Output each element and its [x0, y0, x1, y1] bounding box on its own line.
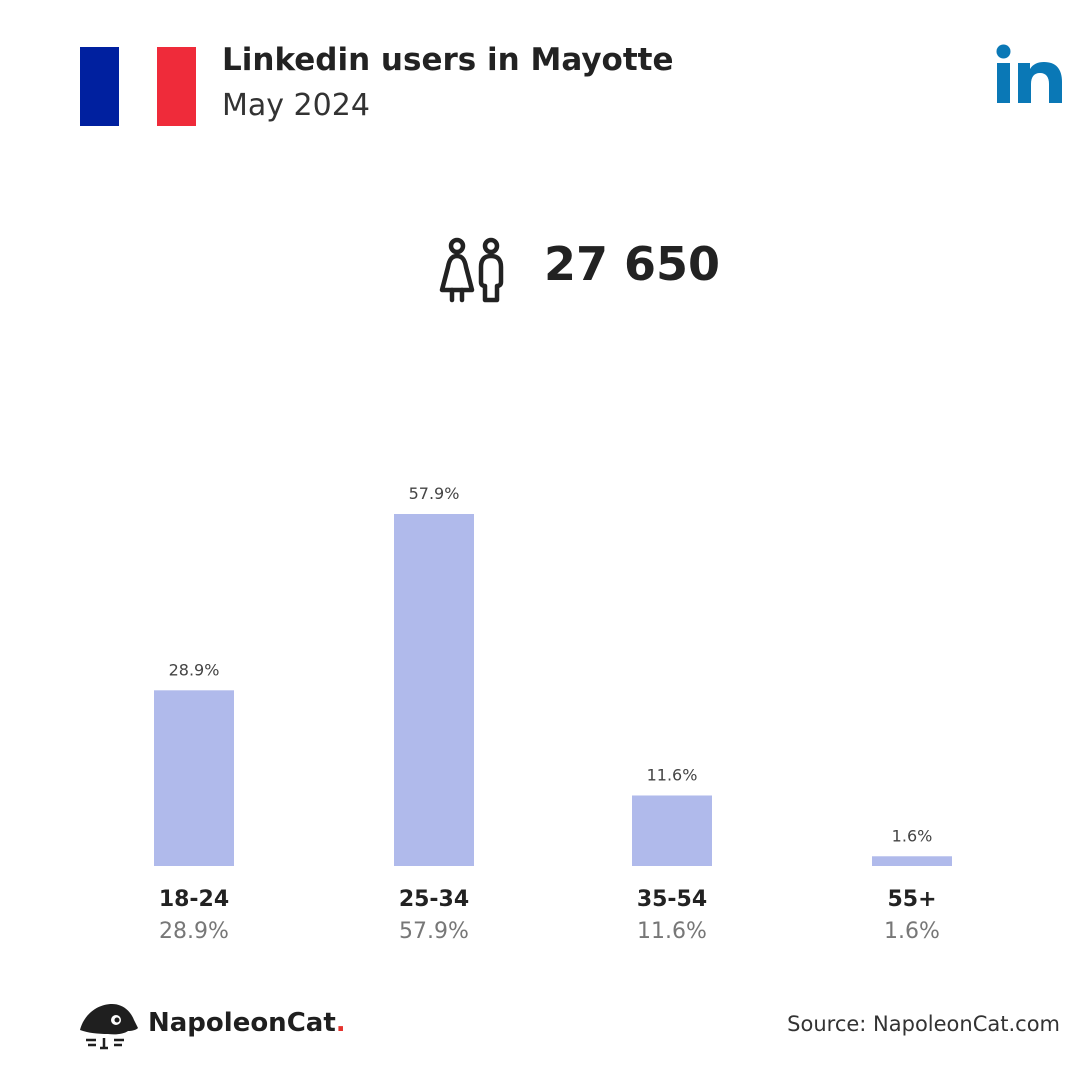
napoleoncat-logo-icon	[80, 1004, 138, 1050]
flag-stripe-white	[118, 47, 158, 126]
page-title: Linkedin users in Mayotte	[222, 42, 674, 78]
bar-value-label-55plus: 1.6%	[892, 826, 933, 845]
flag-stripe-blue	[80, 47, 119, 126]
flag-stripe-red	[157, 47, 197, 126]
category-label-35-54: 35-54	[637, 887, 707, 912]
bar-value-label-35-54: 11.6%	[647, 765, 698, 784]
users-icon	[439, 237, 504, 303]
category-label-25-34: 25-34	[399, 887, 469, 912]
category-label-55plus: 55+	[887, 887, 936, 912]
category-percent-55plus: 1.6%	[884, 919, 940, 944]
brand-name-text: NapoleonCat	[148, 1008, 336, 1038]
total-users-value: 27 650	[544, 237, 721, 291]
bar-25-34	[394, 514, 474, 866]
bars-layer: 28.9% 18-24 28.9% 57.9% 25-34 57.9% 11.6% 35-54…	[154, 484, 952, 944]
bar-55plus	[872, 856, 952, 866]
bar-value-label-18-24: 28.9%	[169, 660, 220, 679]
category-label-18-24: 18-24	[159, 887, 229, 912]
brand-name: NapoleonCat.	[148, 1008, 346, 1038]
bar-value-label-25-34: 57.9%	[409, 484, 460, 503]
source-text: Source: NapoleonCat.com	[787, 1012, 1060, 1036]
flag-france	[80, 47, 197, 126]
bar-18-24	[154, 690, 234, 866]
page-subtitle: May 2024	[222, 88, 370, 123]
brand-dot: .	[335, 1008, 346, 1038]
category-percent-18-24: 28.9%	[159, 919, 229, 944]
linkedin-logo-icon	[996, 44, 1062, 103]
bar-35-54	[632, 795, 712, 866]
category-percent-25-34: 57.9%	[399, 919, 469, 944]
category-percent-35-54: 11.6%	[637, 919, 707, 944]
